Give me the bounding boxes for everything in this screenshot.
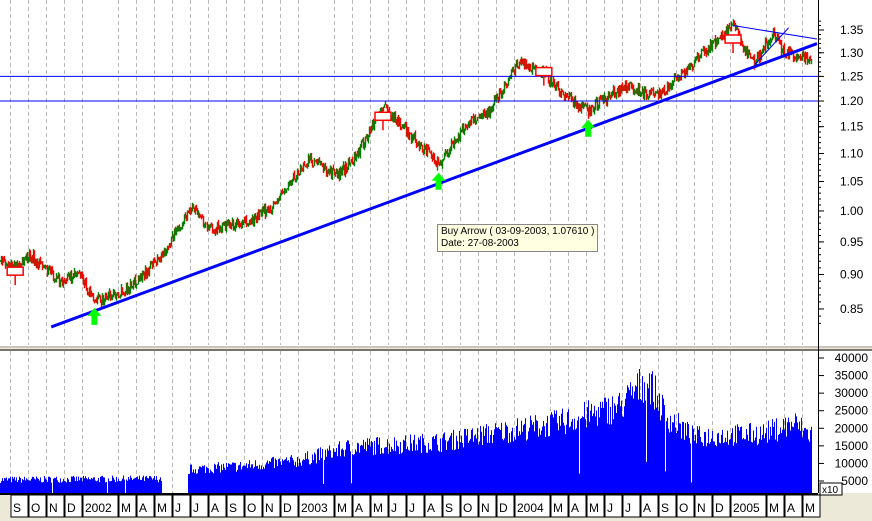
volume-axis-label: 30000 (835, 386, 869, 400)
x-axis-label: O (247, 501, 256, 515)
x-axis-label: M (769, 501, 779, 515)
x-axis-label: D (715, 501, 724, 515)
x-axis-label: J (409, 501, 415, 515)
x-axis-label: A (427, 501, 435, 515)
x-axis-label: O (31, 501, 40, 515)
x-axis-label: D (499, 501, 508, 515)
price-axis-label: 1.00 (840, 204, 864, 218)
x-axis-label: O (463, 501, 472, 515)
price-axis-label: 0.90 (840, 267, 864, 281)
x-axis-label: M (589, 501, 599, 515)
x-axis-label: A (139, 501, 147, 515)
x-axis-label: M (373, 501, 383, 515)
x-axis-label: N (697, 501, 706, 515)
price-axis-label: 1.15 (840, 120, 864, 134)
x-axis-label: 2002 (85, 501, 112, 515)
trendline[interactable] (754, 27, 790, 65)
volume-axis-label: 40000 (835, 351, 869, 365)
volume-axis-label: 15000 (835, 439, 869, 453)
price-axis-label: 0.95 (840, 235, 864, 249)
price-axis-label: 1.25 (840, 69, 864, 83)
x-axis-label: A (355, 501, 363, 515)
x-axis-label: J (391, 501, 397, 515)
x-axis-label: 2003 (301, 501, 328, 515)
price-axis-label: 1.30 (840, 46, 864, 60)
volume-axis-label: 5000 (841, 474, 868, 488)
volume-axis-label: 35000 (835, 369, 869, 383)
x-axis-label: N (49, 501, 58, 515)
volume-axis-label: 25000 (835, 404, 869, 418)
x-axis-label: J (625, 501, 631, 515)
price-axis-label: 0.85 (840, 302, 864, 316)
price-axis-label: 1.35 (840, 23, 864, 37)
x-axis-border (0, 493, 818, 495)
tooltip-line-1: Buy Arrow ( 03-09-2003, 1.07610 ) (441, 226, 595, 237)
x-axis-label: S (13, 501, 21, 515)
volume-multiplier-box (819, 482, 843, 496)
sell-marker-icon[interactable] (535, 66, 553, 77)
x-axis-label: D (67, 501, 76, 515)
x-axis-label: S (661, 501, 669, 515)
x-axis-label: 2005 (733, 501, 760, 515)
volume-multiplier-label: x10 (822, 485, 839, 496)
x-axis-label: A (787, 501, 795, 515)
x-axis-label: M (337, 501, 347, 515)
x-axis-label: N (481, 501, 490, 515)
sell-marker-icon[interactable] (724, 34, 742, 44)
x-axis-label: M (157, 501, 167, 515)
x-axis-label: A (571, 501, 579, 515)
x-axis-label: S (229, 501, 237, 515)
x-axis-label: M (121, 501, 131, 515)
x-axis-label: S (445, 501, 453, 515)
sell-marker-icon[interactable] (374, 111, 392, 122)
x-axis-label: A (211, 501, 219, 515)
tooltip-line-2: Date: 27-08-2003 (441, 238, 519, 249)
x-axis-label: J (175, 501, 181, 515)
sell-marker-icon[interactable] (6, 266, 24, 276)
buy-arrow-icon[interactable] (431, 172, 446, 190)
buy-arrow-icon[interactable] (87, 307, 102, 325)
x-axis-label: J (193, 501, 199, 515)
x-axis-label: M (553, 501, 563, 515)
x-axis-label: J (607, 501, 613, 515)
trendline[interactable] (50, 42, 818, 329)
volume-axis-label: 20000 (835, 421, 869, 435)
price-axis-label: 1.10 (840, 146, 864, 160)
price-axis-label: 1.05 (840, 175, 864, 189)
x-axis-label: 2004 (517, 501, 544, 515)
volume-axis-label: 10000 (835, 456, 869, 470)
x-axis-label: N (265, 501, 274, 515)
price-axis-label: 1.20 (840, 94, 864, 108)
buy-arrow-icon[interactable] (581, 119, 596, 137)
trendline[interactable] (732, 25, 818, 40)
x-axis-label: A (643, 501, 651, 515)
volume-axis-panel (818, 351, 872, 493)
x-axis-label: D (283, 501, 292, 515)
x-axis-label: M (805, 501, 815, 515)
x-axis-label: O (679, 501, 688, 515)
price-axis-panel (818, 0, 872, 346)
buy-arrow-tooltip: Buy Arrow ( 03-09-2003, 1.07610 ) Date: … (437, 224, 599, 252)
